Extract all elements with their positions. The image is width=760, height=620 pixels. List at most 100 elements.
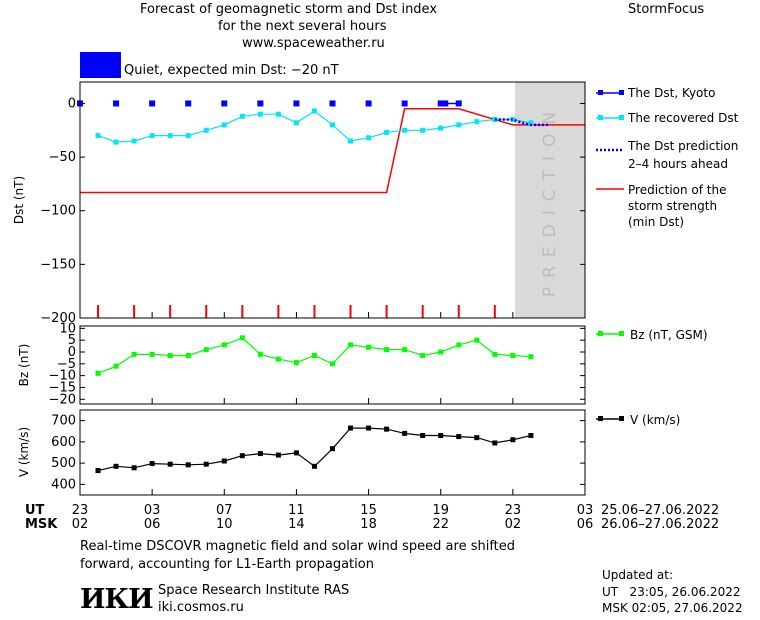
status-text: Quiet, expected min Dst: −20 nT [124,63,339,78]
recovered-point [257,111,263,117]
msk-tick-label: 14 [288,517,305,532]
bz-ylabel: Bz (nT) [17,344,31,387]
brand-name: StormFocus [628,2,705,17]
bz-point [203,347,209,353]
msk-tick-label: 10 [216,517,233,532]
legend-item-v: V (km/s) [596,413,680,427]
legend-v-label: V (km/s) [630,413,680,427]
kyoto-point [185,100,192,107]
legend-kyoto-label: The Dst, Kyoto [627,86,715,100]
legend-recovered-label: The recovered Dst [627,111,739,125]
institute-name: Space Research Institute RAS [158,583,350,598]
kyoto-point [437,100,444,107]
recovered-point [275,111,281,117]
v-series [95,425,534,474]
kyoto-point [455,100,462,107]
legend: The Dst, Kyoto The recovered Dst The Dst… [596,86,739,427]
recovered-point [149,133,155,139]
bz-point [420,353,426,359]
ut-axis-label: UT [25,503,45,518]
bz-point [330,361,335,367]
recovered-point [167,133,173,139]
v-point [474,435,480,441]
ut-tick-label: 23 [505,503,522,518]
dst-tick-label: −50 [49,150,76,165]
kyoto-point [113,100,120,107]
legend-item-recovered: The recovered Dst [596,111,739,125]
institute-site[interactable]: iki.cosmos.ru [158,600,244,615]
bz-point [402,347,408,353]
recovered-point [203,127,209,133]
kyoto-point [365,100,372,107]
bz-point [293,360,299,366]
v-point [420,433,426,438]
prediction-shade [515,82,585,318]
recovered-point [113,139,119,145]
dst-tick-label: −200 [40,311,76,326]
legend-prediction-label-1: The Dst prediction [627,139,738,153]
dst-ylabel: Dst (nT) [12,176,26,224]
ut-tick-label: 15 [360,503,377,518]
bz-point [348,342,354,348]
bz-point [510,353,516,359]
bz-point [528,354,534,360]
recovered-point [221,122,227,128]
msk-date-range: 26.06–27.06.2022 [601,517,719,532]
bz-tick-label: 10 [59,321,76,336]
footer-note-line2: forward, accounting for L1-Earth propaga… [80,557,374,572]
v-point [221,458,227,464]
prediction-line [494,118,549,127]
bz-point [311,353,317,359]
dst-recovered-series [95,108,534,145]
msk-tick-label: 06 [144,517,161,532]
ut-tick-label: 19 [432,503,449,518]
msk-tick-label: 06 [577,517,594,532]
bz-tick-label: −10 [49,369,76,384]
v-point [239,453,245,459]
v-y-axis: 400 500 600 700 [51,414,585,492]
msk-tick-label: 02 [505,517,522,532]
recovered-point [528,120,534,126]
kyoto-point [221,100,228,107]
v-tick-label: 700 [51,414,76,429]
v-point [185,462,191,468]
bz-point [384,347,390,353]
dst-tick-label: −150 [40,257,76,272]
v-tick-label: 600 [51,435,76,450]
legend-item-storm: Prediction of the storm strength (min Ds… [596,183,727,229]
legend-item-bz: Bz (nT, GSM) [596,328,708,342]
v-point [167,461,173,467]
legend-storm-label-1: Prediction of the [628,183,727,197]
kyoto-point [293,100,300,107]
v-point [492,440,498,446]
v-point [95,468,101,474]
bz-tick-label: −5 [57,357,76,372]
site-url[interactable]: www.spaceweather.ru [242,36,385,51]
v-point [293,450,299,456]
kyoto-point [401,100,408,107]
recovered-point [95,133,101,139]
v-point [456,434,462,440]
prediction-label: PREDICTION [540,103,560,297]
bz-point [131,351,137,357]
legend-prediction-label-2: 2–4 hours ahead [628,157,728,171]
storm-line [80,108,585,194]
v-point [348,425,354,431]
recovered-point [420,127,426,133]
updated-ut: UT 23:05, 26.06.2022 [602,585,741,599]
recovered-point [131,138,137,144]
v-point [149,461,155,467]
bz-tick-label: −20 [49,392,76,407]
v-panel: 400 500 600 700 V (km/s) [17,409,586,496]
v-tick-label: 400 [51,477,76,492]
dst-kyoto-series [77,100,462,107]
v-point [257,451,263,457]
legend-item-prediction: The Dst prediction 2–4 hours ahead [596,139,738,171]
kyoto-point [442,100,449,107]
iki-logo: ИКИ [80,584,154,615]
recovered-point [438,125,444,131]
bz-tick-label: 0 [68,345,76,360]
msk-tick-label: 18 [360,517,377,532]
